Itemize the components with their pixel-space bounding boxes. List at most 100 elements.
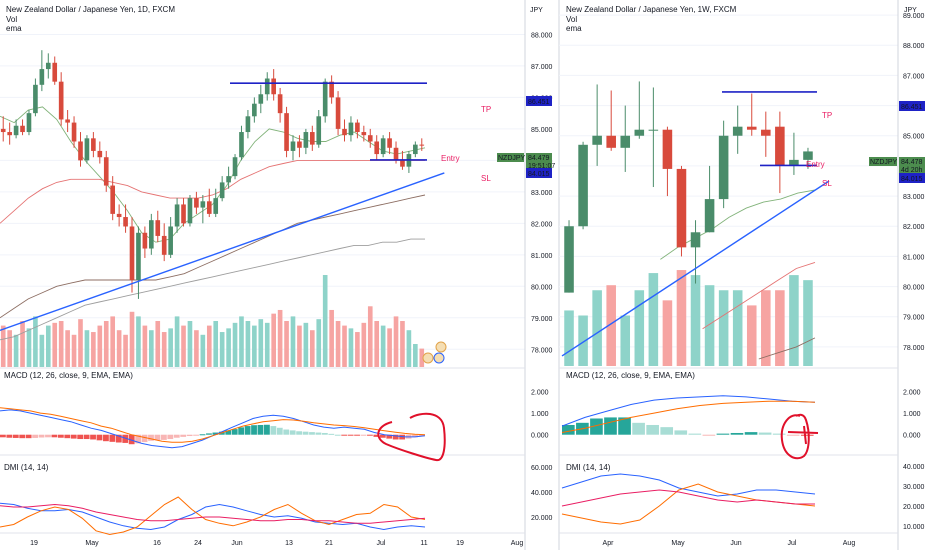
left-sl-label: SL	[481, 174, 491, 183]
left-ema-label: ema	[6, 24, 22, 33]
volume-bar	[258, 319, 264, 367]
candle-body	[58, 81, 64, 120]
volume-bar	[361, 322, 367, 367]
right-sl-price-tag	[899, 173, 925, 183]
right-chart[interactable]: 89.00088.00087.00086.00085.00084.00083.0…	[558, 0, 925, 550]
candle-body	[52, 62, 58, 82]
candle-body	[103, 157, 109, 186]
left-chart[interactable]: 88.00087.00086.00085.00084.00083.00082.0…	[0, 0, 555, 550]
candle-body	[206, 201, 212, 214]
volume-bar	[103, 321, 109, 367]
candle-body	[239, 132, 244, 158]
volume-bar	[309, 330, 315, 367]
macd-histogram-bar	[270, 426, 277, 435]
time-axis-label: Jun	[231, 540, 242, 547]
volume-bar	[648, 273, 659, 366]
right-sl-price: 84.015	[901, 176, 923, 183]
candle-body	[803, 151, 813, 160]
candle-body	[13, 125, 19, 136]
macd-histogram-bar	[212, 432, 219, 435]
candle-body	[232, 157, 238, 177]
candle-body	[71, 122, 77, 142]
volume-bar	[187, 321, 193, 367]
macd-histogram-bar	[354, 434, 360, 436]
candle-body	[264, 78, 270, 95]
candle-body	[7, 132, 12, 136]
macd-histogram-bar	[77, 434, 84, 440]
price-tick-label: 88.000	[531, 32, 553, 39]
volume-bar	[634, 290, 645, 366]
price-tick-label: 82.000	[531, 221, 553, 228]
macd-histogram-bar	[800, 434, 814, 436]
price-tick-label: 81.000	[903, 254, 925, 261]
candle-body	[704, 199, 715, 233]
trend-line	[0, 172, 445, 332]
right-highlight-circle	[780, 413, 819, 460]
time-axis-label: Aug	[511, 540, 524, 547]
left-sl-price-tag	[526, 168, 552, 178]
volume-bar	[52, 322, 58, 367]
macd-histogram-bar	[206, 433, 212, 435]
macd-histogram-bar	[186, 434, 193, 437]
volume-bar	[232, 322, 238, 367]
macd-histogram-bar	[70, 434, 77, 439]
macd-histogram-bar	[0, 434, 6, 438]
ema-line	[0, 238, 425, 341]
dmi-tick-label: 40.000	[531, 490, 553, 497]
candle-body	[690, 232, 701, 248]
macd-histogram-bar	[772, 433, 786, 435]
candle-body	[33, 84, 38, 114]
candle-body	[187, 198, 193, 224]
macd-histogram-bar	[688, 433, 702, 435]
candle-body	[746, 126, 757, 130]
candle-body	[155, 220, 161, 236]
volume-bar	[746, 305, 757, 366]
candle-body	[419, 144, 425, 146]
candle-body	[335, 97, 341, 129]
candle-body	[174, 204, 180, 227]
candle-body	[606, 135, 616, 148]
macd-histogram-bar	[51, 434, 58, 438]
macd-line	[561, 395, 816, 427]
macd-histogram-bar	[412, 434, 418, 438]
right-symbol-tag	[869, 157, 897, 166]
volume-bar	[284, 321, 289, 367]
time-axis-label: May	[671, 540, 685, 547]
dmi-tick-label: 40.000	[903, 464, 925, 471]
macd-histogram-bar	[360, 434, 367, 436]
macd-histogram-bar	[744, 432, 758, 435]
macd-histogram-bar	[367, 434, 373, 436]
macd-histogram-bar	[45, 434, 51, 438]
macd-histogram-bar	[321, 432, 328, 435]
left-symbol-tag	[497, 153, 524, 162]
macd-histogram-bar	[786, 434, 800, 436]
left-event-icon[interactable]	[435, 341, 447, 353]
volume-bar	[252, 325, 257, 367]
candle-body	[348, 122, 354, 136]
left-vol-label: Vol	[6, 15, 17, 24]
left-dmi-title: DMI (14, 14)	[4, 463, 49, 472]
volume-bar	[116, 330, 122, 367]
right-sl-label: SL	[822, 179, 832, 188]
volume-bar	[33, 316, 38, 367]
dmi-tick-label: 60.000	[531, 465, 553, 472]
right-countdown: 4d 20h	[901, 167, 923, 174]
left-event-icon[interactable]	[422, 352, 434, 364]
left-tp-price: 86.451	[528, 99, 550, 106]
candle-body	[258, 94, 264, 104]
volume-bar	[84, 330, 90, 367]
volume-bar	[200, 334, 206, 367]
left-event-icon[interactable]	[433, 352, 445, 364]
price-tick-label: 85.000	[903, 134, 925, 141]
volume-bar	[181, 325, 186, 367]
candle-body	[142, 232, 148, 249]
macd-histogram-bar	[674, 430, 688, 435]
trend-line	[561, 180, 830, 357]
adx-line	[0, 503, 426, 524]
candle-body	[284, 113, 289, 151]
macd-histogram-bar	[90, 434, 96, 440]
macd-histogram-bar	[251, 425, 257, 435]
volume-bar	[374, 321, 380, 367]
price-tick-label: 80.000	[531, 284, 553, 291]
macd-histogram-bar	[283, 429, 290, 435]
